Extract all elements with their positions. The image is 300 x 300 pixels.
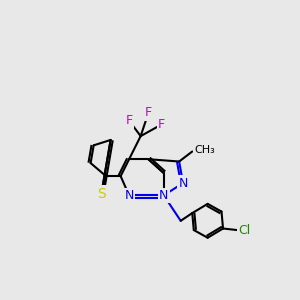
Text: F: F: [145, 106, 152, 119]
Text: N: N: [124, 189, 134, 202]
Text: S: S: [97, 187, 106, 201]
Text: F: F: [158, 118, 165, 131]
Text: Cl: Cl: [238, 224, 251, 236]
Text: CH₃: CH₃: [195, 145, 215, 155]
Text: N: N: [178, 177, 188, 190]
Text: N: N: [159, 189, 168, 202]
Text: F: F: [125, 114, 133, 127]
